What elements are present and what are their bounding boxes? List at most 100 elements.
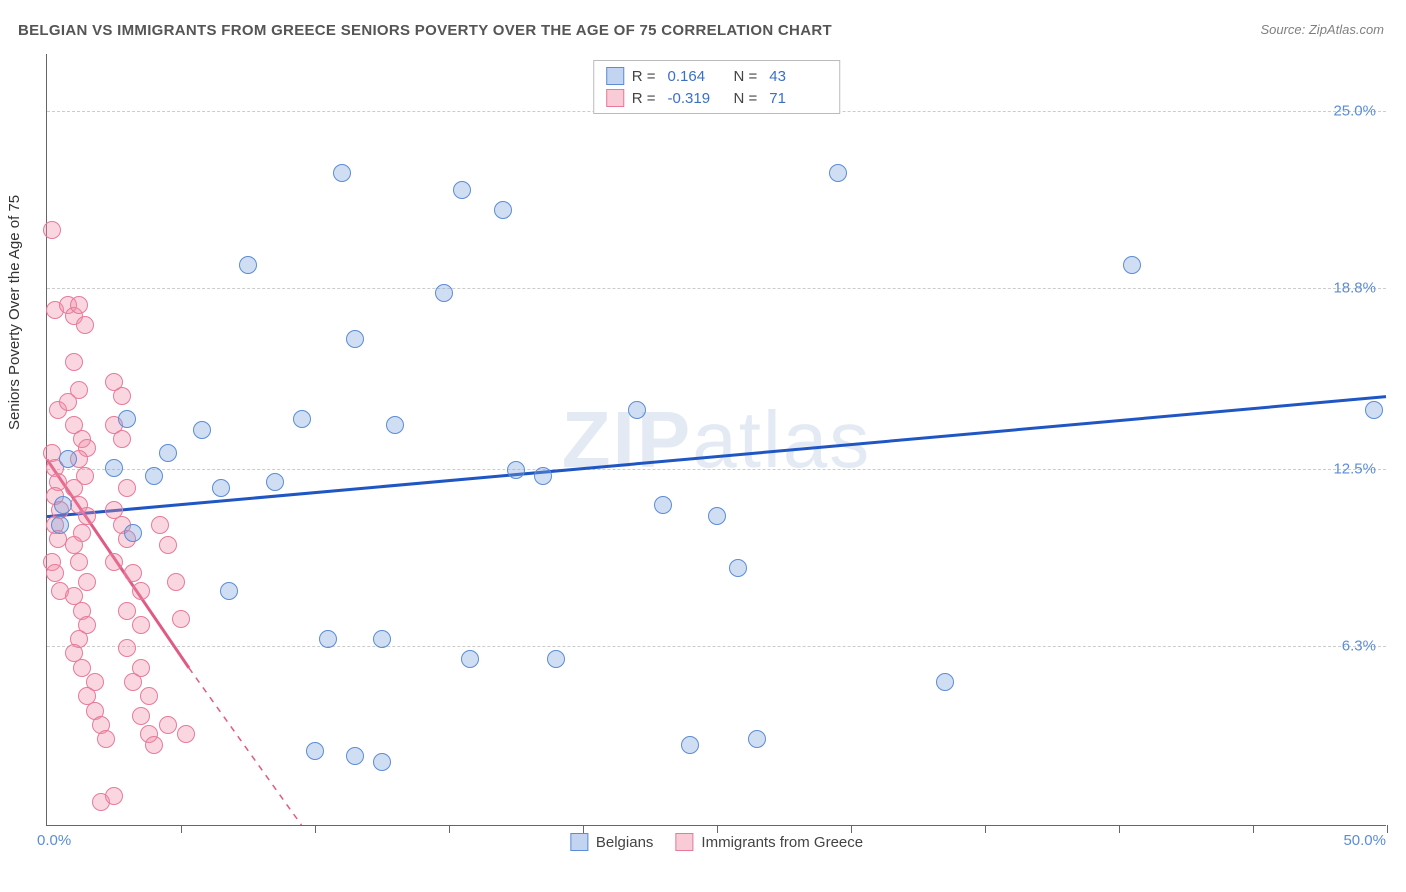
scatter-point [266, 473, 284, 491]
scatter-point [118, 479, 136, 497]
scatter-point [118, 639, 136, 657]
scatter-point [76, 316, 94, 334]
scatter-point [43, 221, 61, 239]
scatter-point [461, 650, 479, 668]
scatter-point [177, 725, 195, 743]
stats-legend-box: R = 0.164 N = 43 R = -0.319 N = 71 [593, 60, 841, 114]
scatter-point [65, 479, 83, 497]
scatter-point [507, 461, 525, 479]
scatter-point [729, 559, 747, 577]
scatter-point [145, 736, 163, 754]
legend-swatch-blue-icon [570, 833, 588, 851]
x-tick [851, 825, 852, 833]
scatter-point [132, 707, 150, 725]
scatter-point [118, 602, 136, 620]
scatter-point [54, 496, 72, 514]
x-tick [583, 825, 584, 833]
scatter-point [748, 730, 766, 748]
scatter-point [159, 536, 177, 554]
scatter-point [73, 659, 91, 677]
scatter-point [373, 753, 391, 771]
legend-swatch-pink-icon [675, 833, 693, 851]
stats-row-blue: R = 0.164 N = 43 [606, 65, 828, 87]
scatter-point [46, 564, 64, 582]
stat-r-pink: -0.319 [668, 90, 716, 107]
stat-r-blue: 0.164 [668, 68, 716, 85]
scatter-point [51, 516, 69, 534]
scatter-point [78, 573, 96, 591]
scatter-point [319, 630, 337, 648]
scatter-point [212, 479, 230, 497]
scatter-point [70, 553, 88, 571]
scatter-point [293, 410, 311, 428]
scatter-point [346, 330, 364, 348]
scatter-point [59, 393, 77, 411]
scatter-point [65, 536, 83, 554]
chart-title: BELGIAN VS IMMIGRANTS FROM GREECE SENIOR… [18, 22, 832, 39]
scatter-point [113, 387, 131, 405]
scatter-point [1365, 401, 1383, 419]
scatter-point [124, 564, 142, 582]
legend-item-blue: Belgians [570, 833, 654, 851]
scatter-point [124, 524, 142, 542]
scatter-point [494, 201, 512, 219]
scatter-point [220, 582, 238, 600]
legend-item-pink: Immigrants from Greece [675, 833, 863, 851]
scatter-point [453, 181, 471, 199]
stat-n-label2: N = [734, 90, 758, 107]
stat-r-label2: R = [632, 90, 656, 107]
swatch-pink-icon [606, 89, 624, 107]
x-tick [449, 825, 450, 833]
scatter-point [159, 444, 177, 462]
scatter-point [306, 742, 324, 760]
scatter-point [159, 716, 177, 734]
scatter-point [373, 630, 391, 648]
scatter-point [534, 467, 552, 485]
scatter-point [124, 673, 142, 691]
scatter-point [105, 787, 123, 805]
scatter-point [140, 687, 158, 705]
scatter-point [167, 573, 185, 591]
x-tick [717, 825, 718, 833]
bottom-legend: Belgians Immigrants from Greece [570, 833, 863, 851]
x-axis-end-label: 50.0% [1343, 832, 1386, 849]
scatter-point [239, 256, 257, 274]
x-tick [315, 825, 316, 833]
x-tick [1387, 825, 1388, 833]
scatter-point [97, 730, 115, 748]
scatter-point [59, 450, 77, 468]
trend-line-dashed [189, 668, 301, 825]
scatter-point [105, 459, 123, 477]
legend-label-blue: Belgians [596, 834, 654, 851]
x-tick [181, 825, 182, 833]
scatter-point [105, 553, 123, 571]
trend-lines-svg [47, 54, 1386, 825]
y-axis-label: Seniors Poverty Over the Age of 75 [6, 195, 23, 430]
plot-area: ZIPatlas 6.3%12.5%18.8%25.0% R = 0.164 N… [46, 54, 1386, 826]
scatter-point [708, 507, 726, 525]
scatter-point [628, 401, 646, 419]
swatch-blue-icon [606, 67, 624, 85]
scatter-point [654, 496, 672, 514]
scatter-point [78, 507, 96, 525]
x-tick [1253, 825, 1254, 833]
scatter-point [132, 616, 150, 634]
scatter-point [65, 353, 83, 371]
scatter-point [70, 296, 88, 314]
scatter-point [936, 673, 954, 691]
scatter-point [829, 164, 847, 182]
x-axis-start-label: 0.0% [37, 832, 71, 849]
scatter-point [118, 410, 136, 428]
x-tick [985, 825, 986, 833]
stats-row-pink: R = -0.319 N = 71 [606, 87, 828, 109]
source-attribution: Source: ZipAtlas.com [1260, 22, 1384, 37]
stat-n-blue: 43 [769, 68, 817, 85]
scatter-point [113, 430, 131, 448]
scatter-point [386, 416, 404, 434]
x-tick [1119, 825, 1120, 833]
stat-n-pink: 71 [769, 90, 817, 107]
scatter-point [1123, 256, 1141, 274]
scatter-point [172, 610, 190, 628]
stat-n-label: N = [734, 68, 758, 85]
stat-r-label: R = [632, 68, 656, 85]
